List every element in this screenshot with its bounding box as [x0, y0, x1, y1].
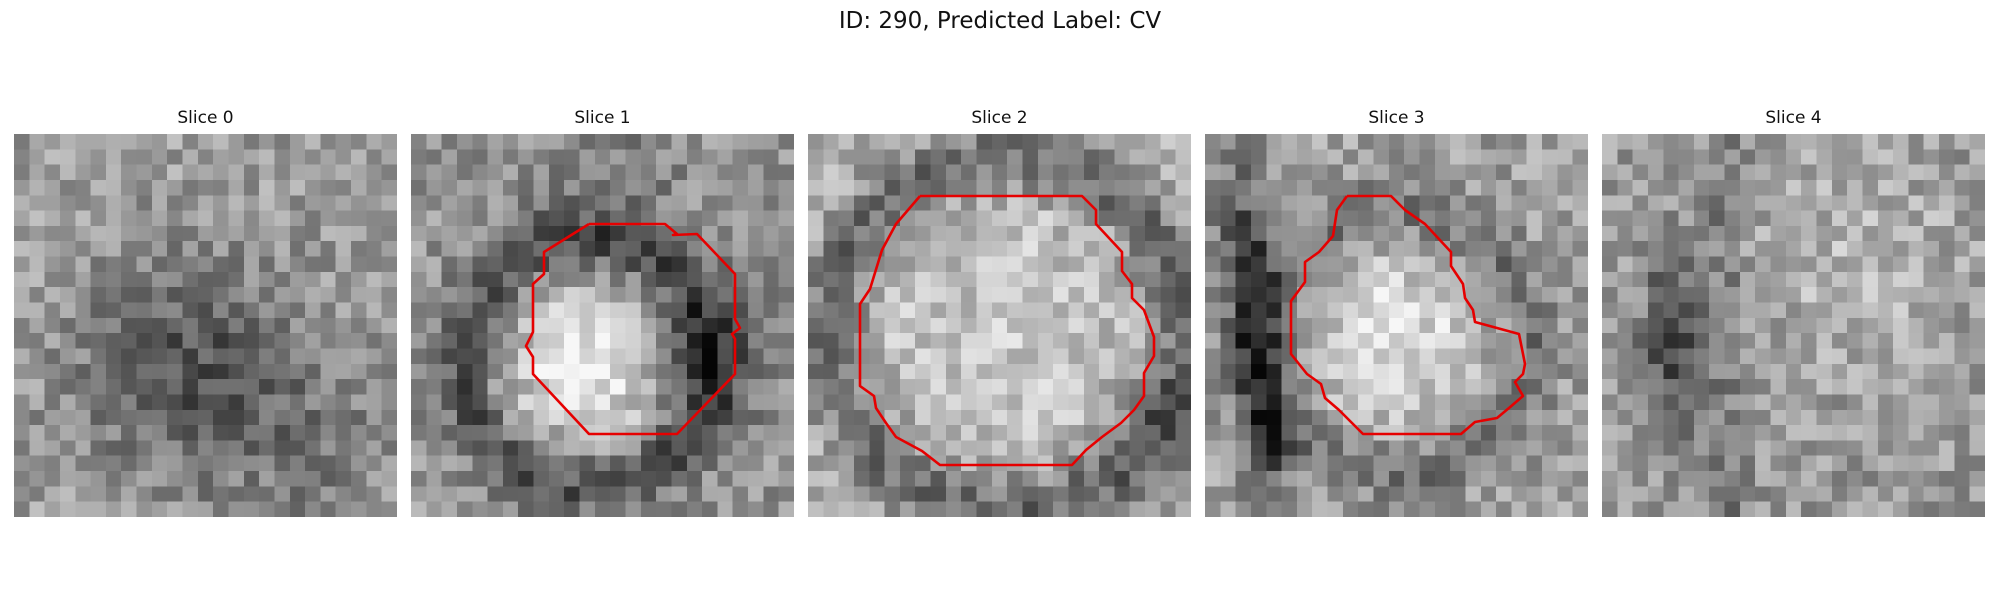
slice-image-1 — [411, 134, 794, 517]
figure-title: ID: 290, Predicted Label: CV — [838, 8, 1162, 34]
slice-canvas — [14, 134, 397, 517]
slice-title: Slice 3 — [1368, 108, 1425, 128]
segmentation-contour — [1289, 194, 1527, 436]
slice-title: Slice 0 — [177, 108, 234, 128]
slice-canvas — [1602, 134, 1985, 517]
slice-image-2 — [808, 134, 1191, 517]
slice-image-3 — [1205, 134, 1588, 517]
slice-image-0 — [14, 134, 397, 517]
slice-title: Slice 1 — [574, 108, 631, 128]
slice-canvas — [411, 134, 794, 517]
slice-image-4 — [1602, 134, 1985, 517]
segmentation-contour — [858, 194, 1156, 467]
segmentation-contour — [524, 222, 742, 436]
slice-canvas — [1205, 134, 1588, 517]
slice-title: Slice 2 — [971, 108, 1028, 128]
slice-canvas — [808, 134, 1191, 517]
slice-title: Slice 4 — [1765, 108, 1822, 128]
